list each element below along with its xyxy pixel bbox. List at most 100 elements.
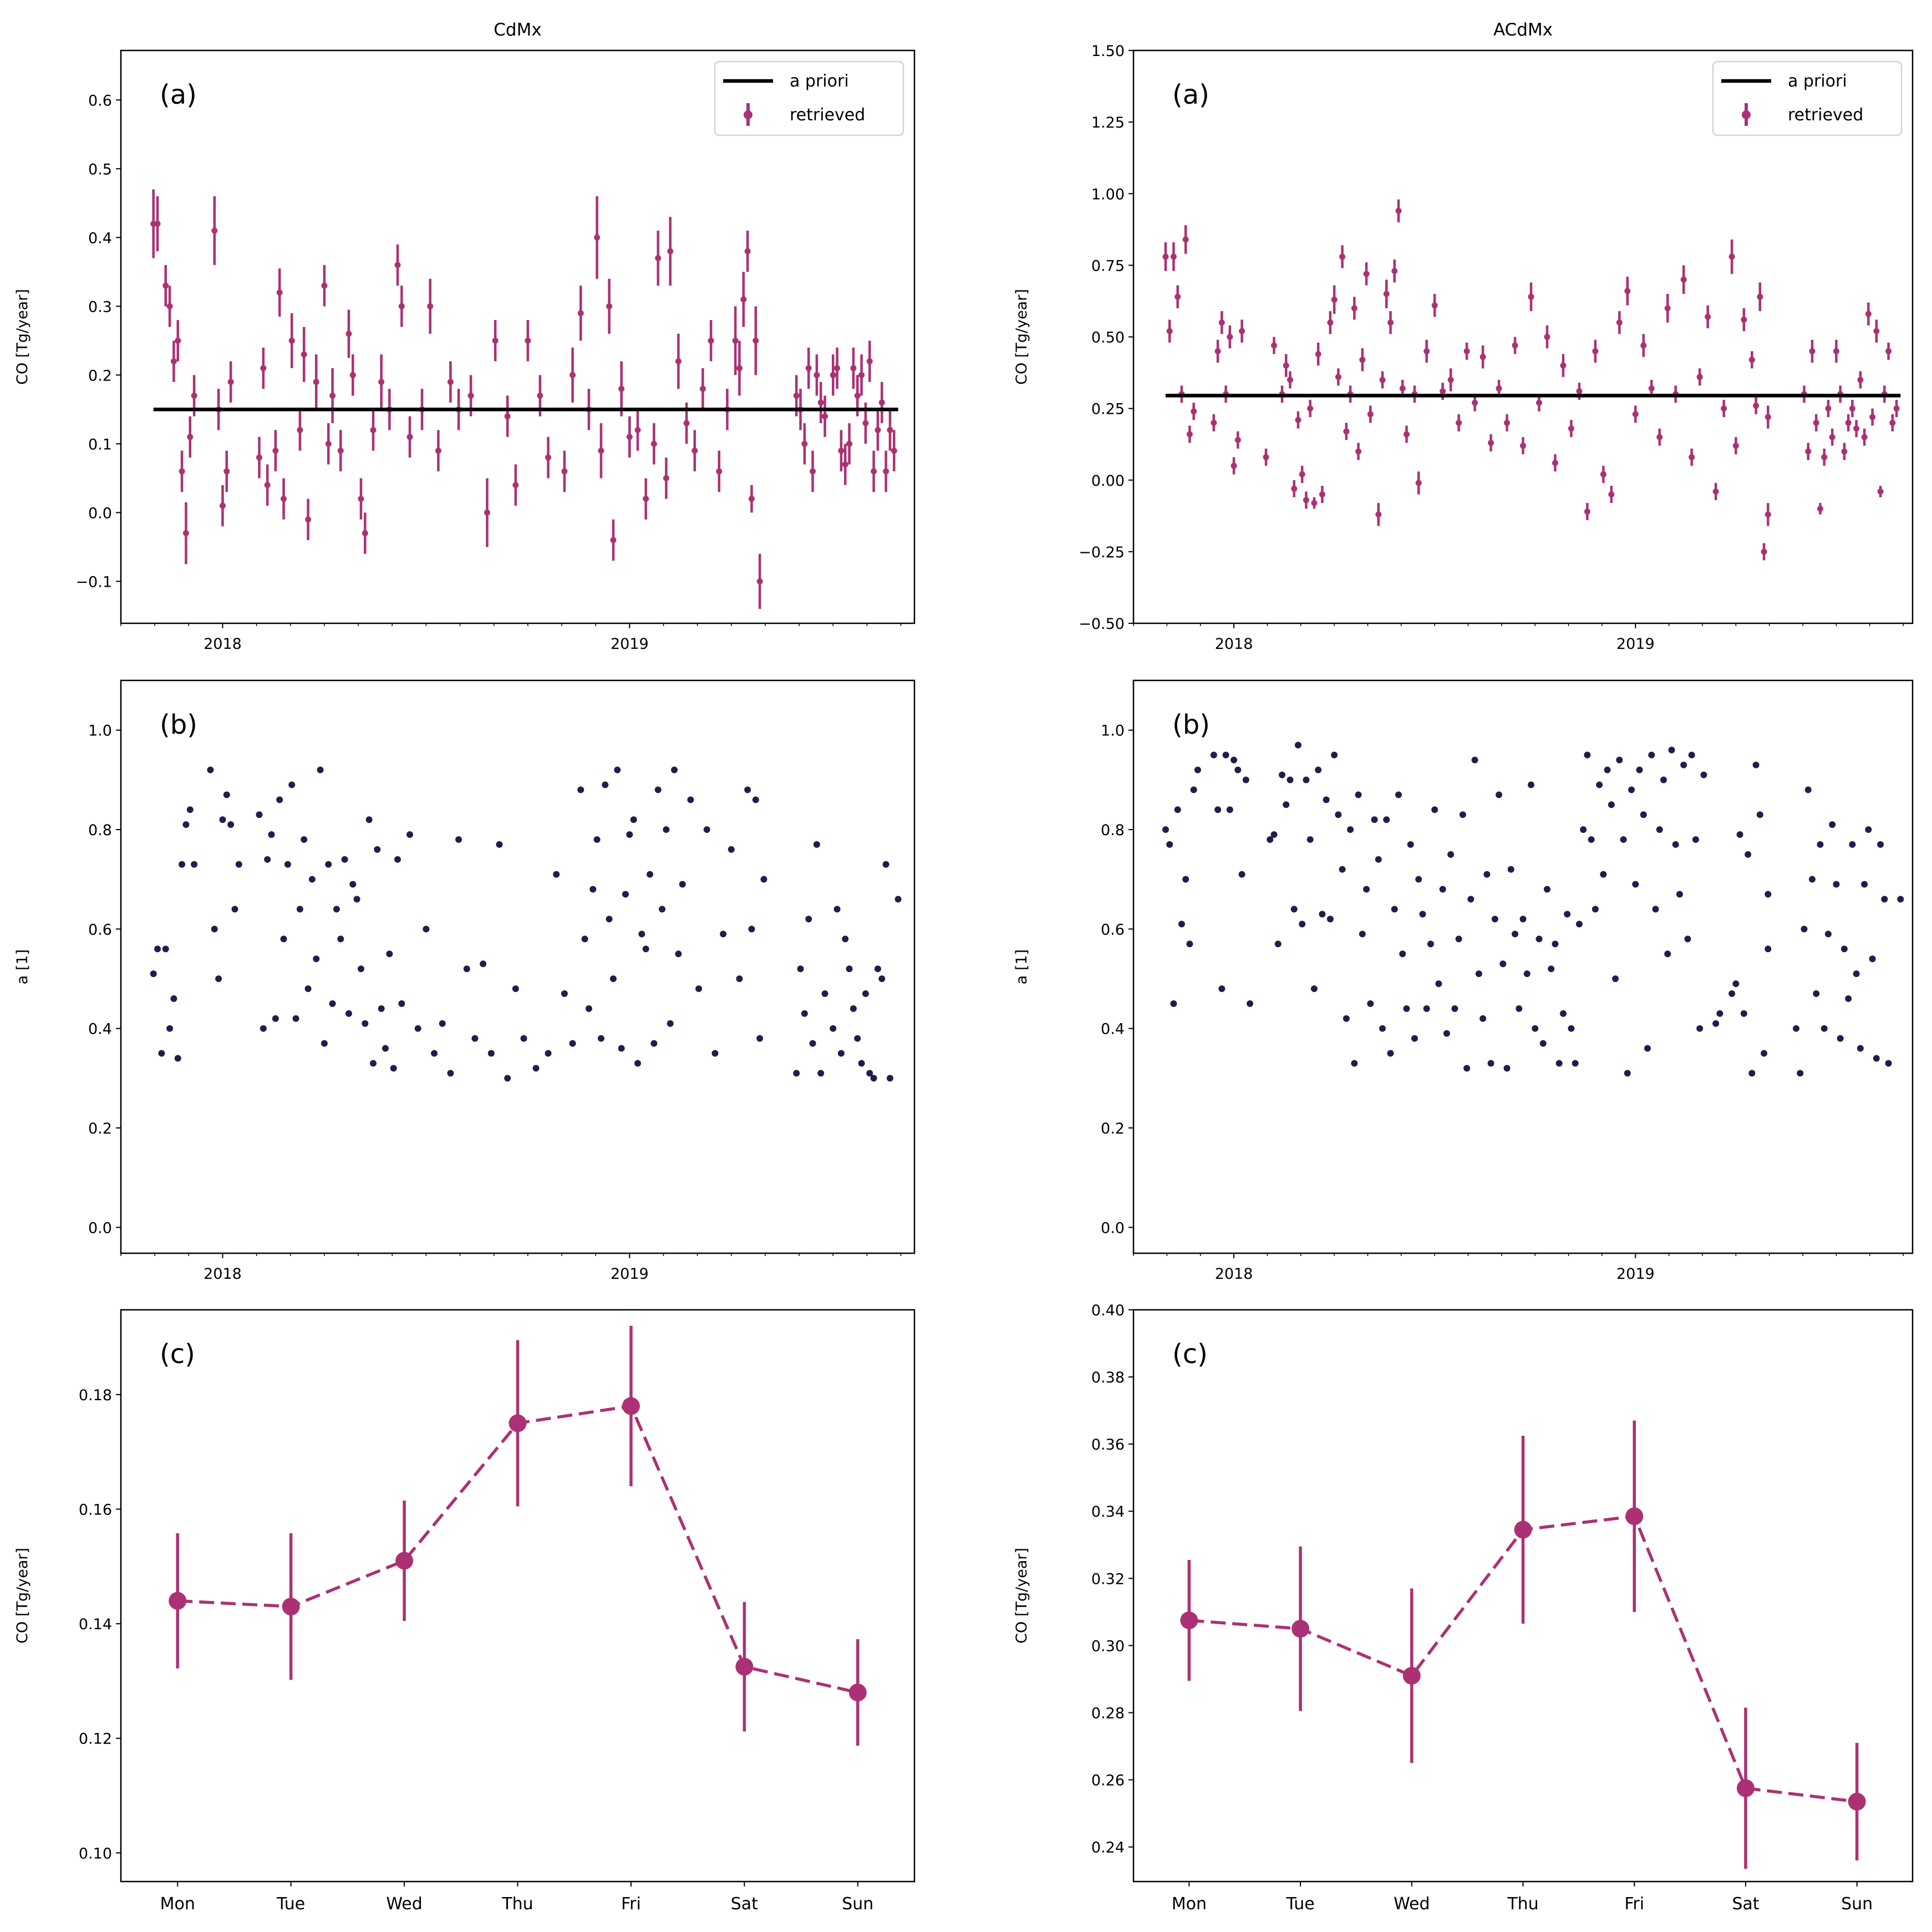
data-point <box>337 448 344 454</box>
data-point <box>846 965 853 973</box>
data-point <box>577 786 584 794</box>
data-point <box>1339 866 1346 873</box>
y-tick-label: 0.2 <box>1101 1120 1125 1137</box>
data-point <box>325 861 332 868</box>
data-point <box>1227 334 1233 340</box>
data-point <box>398 1000 405 1007</box>
data-point <box>1527 781 1534 789</box>
data-point <box>158 1050 165 1057</box>
data-point <box>699 385 706 392</box>
data-point <box>1652 906 1659 913</box>
data-point <box>1801 926 1808 933</box>
data-point <box>191 393 197 399</box>
data-point <box>365 816 373 823</box>
data-point <box>1214 348 1221 354</box>
data-point <box>1809 348 1816 354</box>
data-point <box>1837 1035 1844 1042</box>
data-point <box>1712 488 1719 495</box>
y-tick-label: 0.8 <box>1101 822 1125 839</box>
data-point <box>735 1658 754 1676</box>
data-point <box>630 816 637 823</box>
data-point <box>480 960 487 968</box>
data-point <box>390 1065 397 1072</box>
y-tick-label: 0.0 <box>88 505 112 522</box>
y-tick-label: 0.0 <box>88 1219 112 1237</box>
data-point <box>1845 419 1852 426</box>
y-tick-label: 1.00 <box>1091 186 1125 203</box>
data-point <box>394 856 401 863</box>
data-point <box>1624 288 1631 294</box>
data-point <box>1881 896 1888 903</box>
data-point <box>886 1075 893 1082</box>
data-point <box>1379 377 1386 383</box>
data-point <box>325 440 332 447</box>
data-point <box>597 1035 604 1042</box>
data-point <box>1516 1005 1523 1012</box>
data-point <box>182 530 189 537</box>
data-point <box>626 831 633 838</box>
data-point <box>1748 1070 1756 1077</box>
data-point <box>1588 836 1595 843</box>
data-point <box>382 1045 389 1052</box>
data-point <box>1488 440 1494 446</box>
data-point <box>1761 1050 1768 1057</box>
x-tick-label: Fri <box>1624 1894 1644 1914</box>
y-tick-label: 0.12 <box>79 1731 112 1748</box>
data-point <box>186 806 194 814</box>
data-point <box>1463 348 1470 354</box>
data-point <box>675 950 682 958</box>
data-point <box>1792 1025 1799 1032</box>
data-point <box>345 1010 352 1017</box>
y-tick-label: 0.3 <box>88 298 112 316</box>
data-point <box>801 1010 808 1017</box>
data-point <box>455 836 462 843</box>
data-point <box>1692 836 1699 843</box>
y-tick-label: 0.00 <box>1091 472 1125 490</box>
data-point <box>842 936 849 943</box>
data-point <box>321 282 328 289</box>
data-point <box>675 358 682 365</box>
data-point <box>154 221 161 227</box>
panel-cdmx-c: 0.10 0.12 0.14 0.16 0.18 CO [Tg/year] Mon Tue We… <box>14 1309 916 1914</box>
data-point <box>1472 399 1478 406</box>
data-point <box>1274 940 1282 948</box>
data-point <box>663 475 669 481</box>
data-point <box>589 886 597 893</box>
data-point <box>1765 414 1771 420</box>
data-point <box>642 945 649 953</box>
data-point <box>740 296 747 303</box>
data-point <box>304 985 312 992</box>
data-point <box>504 1075 511 1082</box>
data-point <box>1291 485 1298 492</box>
data-point <box>1555 1060 1563 1067</box>
y-tick-label: 0.26 <box>1091 1772 1125 1789</box>
data-point <box>1175 293 1181 300</box>
data-point <box>891 448 897 454</box>
x-tick-label: Tue <box>1285 1894 1314 1914</box>
data-point <box>1841 448 1848 455</box>
data-point <box>598 448 604 454</box>
data-point <box>1732 443 1739 449</box>
data-point <box>1568 425 1574 432</box>
data-point <box>1576 388 1583 395</box>
data-point <box>520 1035 527 1042</box>
data-point <box>1399 950 1406 958</box>
data-point <box>1231 462 1237 469</box>
data-point <box>349 881 357 888</box>
data-point <box>760 876 767 883</box>
data-point <box>288 781 296 789</box>
data-point <box>728 846 735 853</box>
data-point <box>797 965 804 973</box>
data-point <box>1757 293 1763 300</box>
data-point <box>227 821 235 828</box>
data-point <box>1270 831 1278 838</box>
data-point <box>358 496 364 502</box>
data-point <box>1568 1025 1575 1032</box>
data-point <box>292 1015 299 1022</box>
data-point <box>1676 891 1683 898</box>
y-tick-label: 0.6 <box>88 921 112 938</box>
data-point <box>1191 408 1197 415</box>
x-tick-label: 2018 <box>1215 635 1253 653</box>
x-tick-label: 2019 <box>1616 1265 1655 1283</box>
data-point <box>1514 1521 1532 1539</box>
